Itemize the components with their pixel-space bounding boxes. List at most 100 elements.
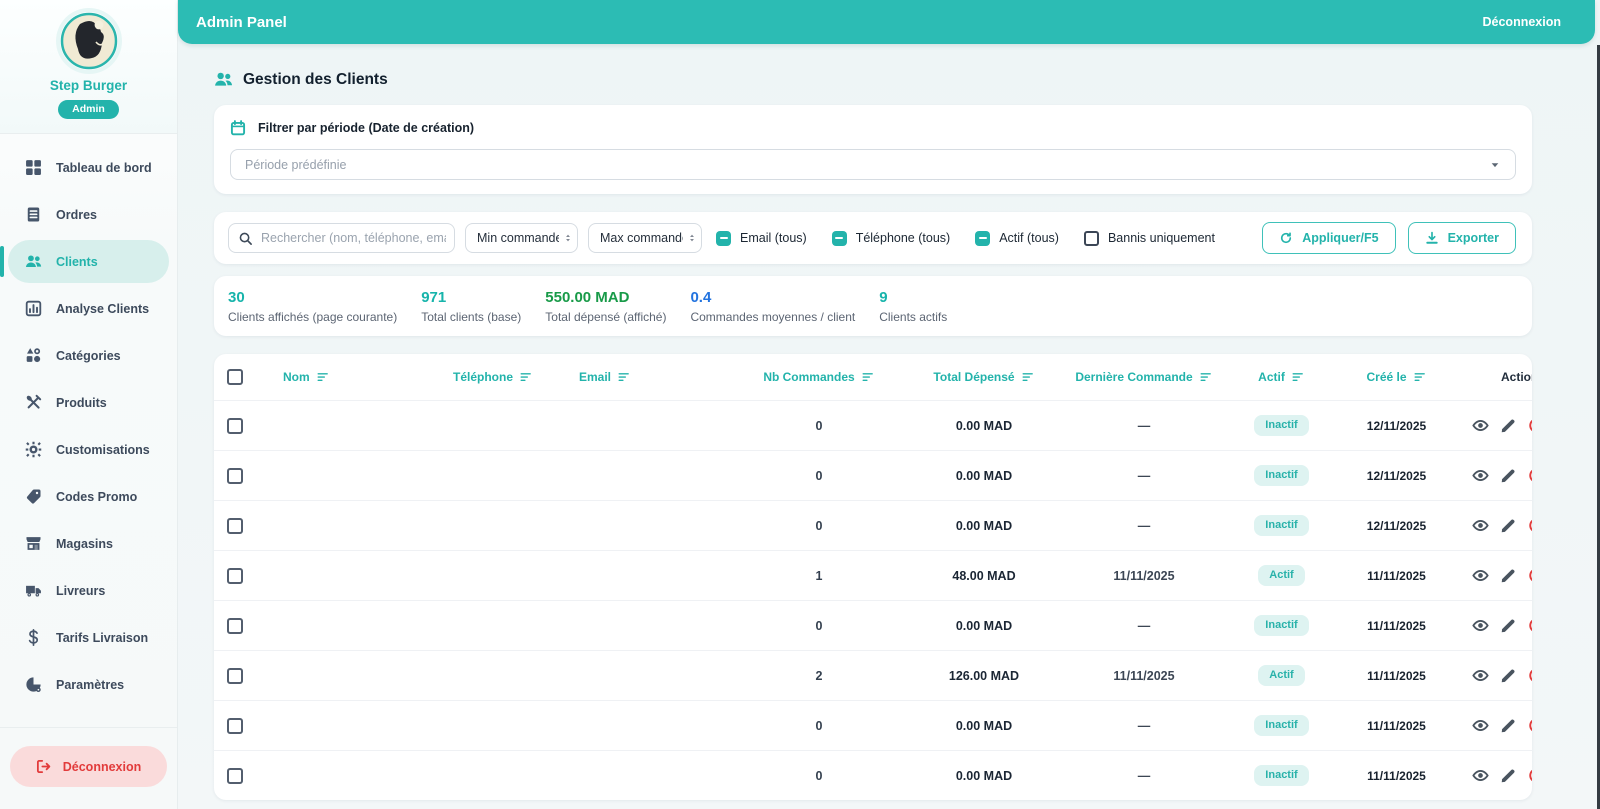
sidebar-item-icon bbox=[25, 347, 42, 364]
row-checkbox[interactable] bbox=[227, 767, 243, 784]
column-header-actions[interactable]: Actions bbox=[1459, 370, 1532, 384]
ban-button[interactable] bbox=[1528, 667, 1532, 684]
view-button[interactable] bbox=[1472, 517, 1489, 534]
column-header-actif[interactable]: Actif bbox=[1229, 370, 1334, 384]
export-button[interactable]: Exporter bbox=[1407, 222, 1516, 254]
status-badge: Inactif bbox=[1254, 765, 1309, 786]
stat-value: 9 bbox=[879, 289, 888, 306]
filter-checkbox-label: Email (tous) bbox=[740, 231, 807, 245]
edit-button[interactable] bbox=[1500, 717, 1517, 734]
row-checkbox[interactable] bbox=[227, 717, 243, 734]
row-checkbox-cell bbox=[227, 517, 283, 534]
sidebar-item-tableau-de-bord[interactable]: Tableau de bord bbox=[8, 146, 169, 189]
ban-button[interactable] bbox=[1528, 617, 1532, 634]
main-area: Admin Panel Déconnexion Gestion des Clie… bbox=[178, 0, 1600, 809]
column-header-email[interactable]: Email bbox=[579, 370, 729, 384]
table-row: 0 0.00 MAD — Inactif 11/11/2025 bbox=[214, 600, 1532, 650]
ban-button[interactable] bbox=[1528, 767, 1532, 784]
cell-statut: Inactif bbox=[1229, 615, 1334, 636]
filter-checkbox-actif-tous[interactable]: Actif (tous) bbox=[975, 230, 1059, 246]
column-header-label: Total Dépensé bbox=[933, 370, 1015, 384]
max-orders-input[interactable] bbox=[588, 223, 702, 253]
cell-nb-commandes: 0 bbox=[815, 468, 823, 483]
column-header-nom[interactable]: Nom bbox=[283, 370, 453, 384]
clients-table: Nom Téléphone Email bbox=[214, 354, 1532, 800]
sort-icon[interactable] bbox=[1414, 371, 1427, 384]
column-header-derniere-commande[interactable]: Dernière Commande bbox=[1059, 370, 1229, 384]
sidebar-item-parametres[interactable]: Paramètres bbox=[8, 663, 169, 706]
edit-button[interactable] bbox=[1500, 667, 1517, 684]
min-orders-input[interactable] bbox=[465, 223, 578, 253]
row-checkbox[interactable] bbox=[227, 667, 243, 684]
sidebar-item-icon bbox=[25, 159, 42, 176]
sidebar-logout-button[interactable]: Déconnexion bbox=[10, 746, 167, 787]
search-input[interactable] bbox=[228, 223, 455, 253]
row-checkbox[interactable] bbox=[227, 567, 243, 584]
cell-statut: Actif bbox=[1229, 565, 1334, 586]
edit-button[interactable] bbox=[1500, 417, 1517, 434]
sidebar-item-livreurs[interactable]: Livreurs bbox=[8, 569, 169, 612]
column-header-telephone[interactable]: Téléphone bbox=[453, 370, 579, 384]
sidebar-item-analyse-clients[interactable]: Analyse Clients bbox=[8, 287, 169, 330]
view-button[interactable] bbox=[1472, 617, 1489, 634]
row-checkbox[interactable] bbox=[227, 617, 243, 634]
view-button[interactable] bbox=[1472, 417, 1489, 434]
sidebar-item-label: Codes Promo bbox=[56, 489, 138, 504]
ban-button[interactable] bbox=[1528, 467, 1532, 484]
select-all-cell bbox=[227, 369, 283, 385]
sidebar-item-icon bbox=[25, 441, 42, 458]
ban-button[interactable] bbox=[1528, 417, 1532, 434]
edit-button[interactable] bbox=[1500, 567, 1517, 584]
view-button[interactable] bbox=[1472, 467, 1489, 484]
edit-button[interactable] bbox=[1500, 617, 1517, 634]
sidebar-nav: Tableau de bord Ordres Clients Analyse C… bbox=[0, 134, 177, 727]
filter-checkbox-email-tous[interactable]: Email (tous) bbox=[716, 230, 807, 246]
sort-icon[interactable] bbox=[1292, 371, 1305, 384]
sidebar-item-ordres[interactable]: Ordres bbox=[8, 193, 169, 236]
edit-button[interactable] bbox=[1500, 767, 1517, 784]
sort-icon[interactable] bbox=[1200, 371, 1213, 384]
edit-button[interactable] bbox=[1500, 467, 1517, 484]
sort-icon[interactable] bbox=[1022, 371, 1035, 384]
view-button[interactable] bbox=[1472, 717, 1489, 734]
ban-button[interactable] bbox=[1528, 717, 1532, 734]
row-checkbox[interactable] bbox=[227, 467, 243, 484]
sidebar-item-magasins[interactable]: Magasins bbox=[8, 522, 169, 565]
filter-checkbox-telephone-tous[interactable]: Téléphone (tous) bbox=[831, 230, 950, 246]
sort-icon[interactable] bbox=[618, 371, 631, 384]
number-stepper-icon[interactable] bbox=[563, 230, 573, 246]
ban-button[interactable] bbox=[1528, 517, 1532, 534]
sort-icon[interactable] bbox=[520, 371, 533, 384]
cell-derniere-commande: 11/11/2025 bbox=[1113, 568, 1175, 583]
select-all-checkbox[interactable] bbox=[227, 369, 243, 385]
sidebar-item-produits[interactable]: Produits bbox=[8, 381, 169, 424]
status-badge: Inactif bbox=[1254, 415, 1309, 436]
sidebar-item-clients[interactable]: Clients bbox=[0, 240, 169, 283]
row-checkbox[interactable] bbox=[227, 517, 243, 534]
sidebar-item-tarifs-livraison[interactable]: Tarifs Livraison bbox=[8, 616, 169, 659]
row-checkbox[interactable] bbox=[227, 417, 243, 434]
view-button[interactable] bbox=[1472, 667, 1489, 684]
window-right-edge[interactable] bbox=[1597, 45, 1600, 809]
sidebar-item-customisations[interactable]: Customisations bbox=[8, 428, 169, 471]
view-button[interactable] bbox=[1472, 567, 1489, 584]
sort-icon[interactable] bbox=[317, 371, 330, 384]
column-header-cree-le[interactable]: Créé le bbox=[1334, 370, 1459, 384]
header-logout-button[interactable]: Déconnexion bbox=[1482, 15, 1562, 29]
column-header-total-depense[interactable]: Total Dépensé bbox=[909, 370, 1059, 384]
page-title-row: Gestion des Clients bbox=[214, 70, 1532, 89]
ban-button[interactable] bbox=[1528, 567, 1532, 584]
apply-button[interactable]: Appliquer/F5 bbox=[1262, 222, 1396, 254]
column-header-nb-commandes[interactable]: Nb Commandes bbox=[729, 370, 909, 384]
cell-nb-commandes: 0 bbox=[815, 718, 823, 733]
sidebar-item-categories[interactable]: Catégories bbox=[8, 334, 169, 377]
period-select[interactable]: Période prédéfinie bbox=[230, 149, 1516, 180]
sidebar-item-codes-promo[interactable]: Codes Promo bbox=[8, 475, 169, 518]
cell-nb-commandes: 0 bbox=[815, 418, 823, 433]
view-button[interactable] bbox=[1472, 767, 1489, 784]
logout-icon bbox=[36, 759, 51, 774]
number-stepper-icon[interactable] bbox=[687, 230, 697, 246]
filter-checkbox-bannis-uniquement[interactable]: Bannis uniquement bbox=[1083, 230, 1215, 246]
sort-icon[interactable] bbox=[862, 371, 875, 384]
edit-button[interactable] bbox=[1500, 517, 1517, 534]
